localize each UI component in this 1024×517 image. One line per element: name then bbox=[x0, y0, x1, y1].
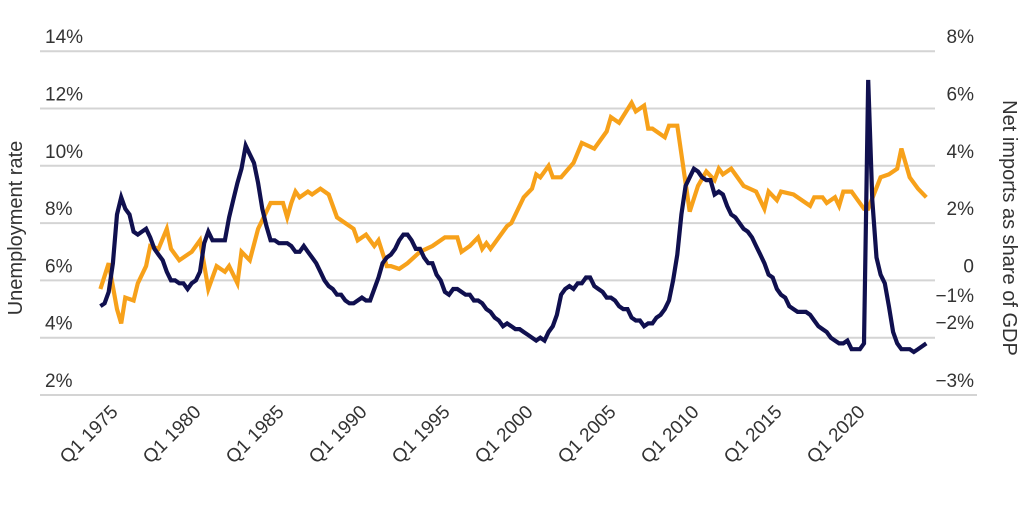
series-lines bbox=[98, 79, 928, 355]
x-tick-label: Q1 1990 bbox=[305, 402, 371, 468]
gridlines bbox=[40, 50, 977, 396]
x-tick-label: Q1 2005 bbox=[554, 402, 620, 468]
net-imports-line bbox=[98, 98, 928, 324]
x-tick-label: Q1 1995 bbox=[388, 402, 454, 468]
x-tick-label: Q1 2015 bbox=[720, 402, 786, 468]
left-axis-label: Unemployment rate bbox=[5, 141, 27, 316]
x-tick-label: Q1 2000 bbox=[471, 402, 537, 468]
right-tick-label: 0 bbox=[963, 256, 974, 277]
right-axis-label: Net imports as share of GDP bbox=[998, 100, 1020, 356]
x-tick-label: Q1 2020 bbox=[803, 402, 869, 468]
right-tick-label: −3% bbox=[935, 371, 974, 392]
x-tick-label: Q1 1975 bbox=[56, 402, 122, 468]
right-axis-ticks: 8% 6% 4% 2% 0 −1% −2% −3% bbox=[935, 27, 974, 392]
right-tick-label: −2% bbox=[935, 313, 974, 334]
right-tick-label: 2% bbox=[947, 199, 975, 220]
x-axis-ticks: Q1 1975 Q1 1980 Q1 1985 Q1 1990 Q1 1995 Q1 20… bbox=[56, 402, 869, 468]
left-tick-label: 6% bbox=[45, 256, 73, 277]
right-tick-label: 8% bbox=[947, 27, 975, 48]
right-tick-label: 4% bbox=[947, 142, 975, 163]
left-tick-label: 8% bbox=[45, 199, 73, 220]
left-tick-label: 10% bbox=[45, 142, 83, 163]
left-tick-label: 2% bbox=[45, 371, 73, 392]
x-tick-label: Q1 1980 bbox=[139, 402, 205, 468]
right-tick-label: −1% bbox=[935, 286, 974, 307]
x-tick-label: Q1 1985 bbox=[222, 402, 288, 468]
left-tick-label: 4% bbox=[45, 314, 73, 335]
left-axis-ticks: 2% 4% 6% 8% 10% 12% 14% bbox=[45, 27, 83, 392]
left-tick-label: 12% bbox=[45, 85, 83, 106]
unemployment-rate-line bbox=[99, 79, 928, 355]
x-tick-label: Q1 2010 bbox=[637, 402, 703, 468]
left-tick-label: 14% bbox=[45, 27, 83, 48]
right-tick-label: 6% bbox=[947, 85, 975, 106]
